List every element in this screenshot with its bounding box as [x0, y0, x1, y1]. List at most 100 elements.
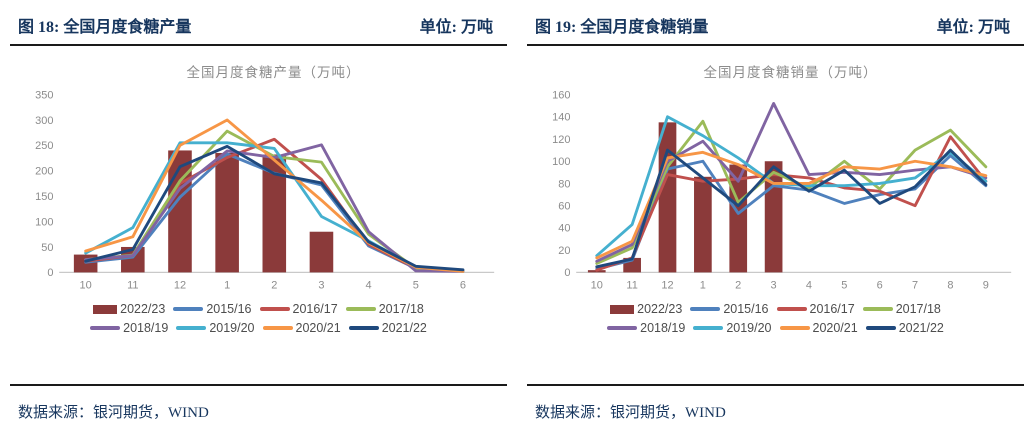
bar-2022/23 [262, 154, 286, 273]
x-axis-tick-label: 11 [626, 280, 637, 292]
legend-line-swatch [862, 307, 893, 312]
legend-label: 2015/16 [206, 302, 252, 317]
header-divider [10, 44, 507, 46]
y-axis-tick-label: 140 [552, 112, 570, 124]
legend-label: 2015/16 [723, 302, 769, 317]
production-chart-title: 全国月度食糖产量（万吨） [186, 65, 361, 80]
y-axis-tick-label: 20 [558, 245, 570, 257]
legend-label: 2020/21 [812, 321, 858, 336]
legend-label: 2018/19 [123, 321, 169, 336]
legend-label: 2021/22 [898, 321, 944, 336]
figure-18-panel: 图 18: 全国月度食糖产量 单位: 万吨 全国月度食糖产量（万吨） 0 50 10… [0, 0, 517, 422]
figure-18-unit: 单位: 万吨 [419, 19, 493, 36]
x-axis-tick-label: 11 [127, 280, 138, 292]
x-axis-tick-label: 2 [271, 280, 277, 292]
figure-19-panel: 图 19: 全国月度食糖销量 单位: 万吨 全国月度食糖销量（万吨） 0 20 40… [517, 0, 1034, 422]
legend-line-swatch [690, 307, 721, 312]
legend-row: 2018/19 2019/20 2020/21 2021/22 [8, 321, 509, 335]
x-axis-tick-label: 5 [841, 280, 847, 292]
x-axis-tick-label: 5 [412, 280, 418, 292]
legend-line-swatch [176, 326, 207, 331]
legend-item-2016/17: 2016/17 [776, 302, 855, 317]
legend-label: 2022/23 [637, 302, 683, 317]
legend-row: 2018/19 2019/20 2020/21 2021/22 [525, 321, 1026, 335]
x-axis-tick-label: 8 [947, 280, 953, 292]
footer-divider [527, 384, 1024, 386]
legend-item-2020/21: 2020/21 [779, 321, 858, 336]
legend-bar-swatch [610, 304, 635, 314]
x-axis-tick-label: 4 [365, 280, 371, 292]
legend-item-2015/16: 2015/16 [690, 302, 769, 317]
legend-item-2019/20: 2019/20 [176, 321, 255, 336]
legend-label: 2017/18 [895, 302, 941, 317]
x-axis-tick-label: 1 [224, 280, 230, 292]
legend-line-swatch [693, 326, 724, 331]
legend-item-2017/18: 2017/18 [345, 302, 424, 317]
y-axis-tick-label: 250 [35, 140, 53, 152]
y-axis-tick-label: 150 [35, 191, 53, 203]
legend-item-2018/19: 2018/19 [607, 321, 685, 335]
x-axis-tick-label: 4 [805, 280, 811, 292]
legend-line-swatch [607, 326, 638, 331]
legend-line-swatch [259, 307, 290, 312]
y-axis-tick-label: 160 [552, 89, 570, 101]
source-note: 数据来源：银河期货，WIND [535, 405, 726, 421]
x-axis-tick-label: 6 [459, 280, 465, 292]
y-axis-tick-label: 80 [558, 178, 570, 190]
legend-item-2022/23: 2022/23 [610, 302, 682, 316]
line-2021/22 [83, 144, 464, 272]
legend-label: 2019/20 [726, 321, 772, 336]
legend-label: 2022/23 [120, 302, 166, 317]
legend-line-swatch [776, 307, 807, 312]
header-divider [527, 44, 1024, 46]
line-2015/16 [594, 154, 987, 271]
legend-label: 2016/17 [809, 302, 855, 317]
source-note: 数据来源：银河期货，WIND [18, 405, 209, 421]
x-axis-tick-label: 3 [770, 280, 776, 292]
footer-divider [10, 384, 507, 386]
y-axis-tick-label: 120 [552, 134, 570, 146]
line-2016/17 [594, 135, 987, 272]
x-axis-tick-label: 12 [173, 280, 185, 292]
figure-18-header: 图 18: 全国月度食糖产量 单位: 万吨 [0, 0, 517, 44]
legend-line-swatch [345, 307, 376, 312]
x-axis-tick-label: 10 [590, 280, 602, 292]
sales-chart-title: 全国月度食糖销量（万吨） [703, 65, 878, 80]
y-axis-tick-label: 350 [35, 89, 53, 101]
legend-item-2015/16: 2015/16 [173, 302, 252, 317]
legend-label: 2018/19 [640, 321, 686, 336]
x-axis-tick-label: 12 [661, 280, 673, 292]
legend-item-2017/18: 2017/18 [862, 302, 941, 317]
x-axis-tick-label: 3 [318, 280, 324, 292]
legend-item-2019/20: 2019/20 [693, 321, 772, 336]
figure-19-header: 图 19: 全国月度食糖销量 单位: 万吨 [517, 0, 1034, 44]
y-axis-tick-label: 100 [552, 156, 570, 168]
legend-row: 2022/23 2015/16 2016/17 2017/18 [525, 302, 1026, 316]
bar-2022/23 [214, 152, 239, 273]
legend-line-swatch [262, 326, 293, 331]
y-axis-tick-label: 0 [564, 267, 570, 279]
legend-line-swatch [865, 326, 896, 331]
y-axis-tick-label: 0 [47, 267, 53, 279]
bar-2022/23 [309, 231, 333, 273]
legend-row: 2022/23 2015/16 2016/17 2017/18 [8, 302, 509, 316]
production-chart-block: 全国月度食糖产量（万吨） 0 50 100 150 200 250 300 350 10 11 12… [0, 46, 517, 335]
y-axis-tick-label: 100 [35, 216, 53, 228]
legend-label: 2017/18 [378, 302, 424, 317]
figure-19-heading: 图 19: 全国月度食糖销量 [535, 19, 709, 36]
legend-label: 2019/20 [209, 321, 255, 336]
figure-18-heading: 图 18: 全国月度食糖产量 [18, 19, 192, 36]
legend-label: 2016/17 [292, 302, 338, 317]
x-axis-tick-label: 1 [699, 280, 705, 292]
legend-line-swatch [348, 326, 379, 331]
x-axis-tick-label: 2 [735, 280, 741, 292]
legend-item-2016/17: 2016/17 [259, 302, 338, 317]
bar-2022/23 [658, 122, 676, 273]
x-axis-tick-label: 7 [912, 280, 918, 292]
legend-line-swatch [779, 326, 810, 331]
figure-19-unit: 单位: 万吨 [936, 19, 1010, 36]
y-axis-tick-label: 60 [558, 201, 570, 213]
